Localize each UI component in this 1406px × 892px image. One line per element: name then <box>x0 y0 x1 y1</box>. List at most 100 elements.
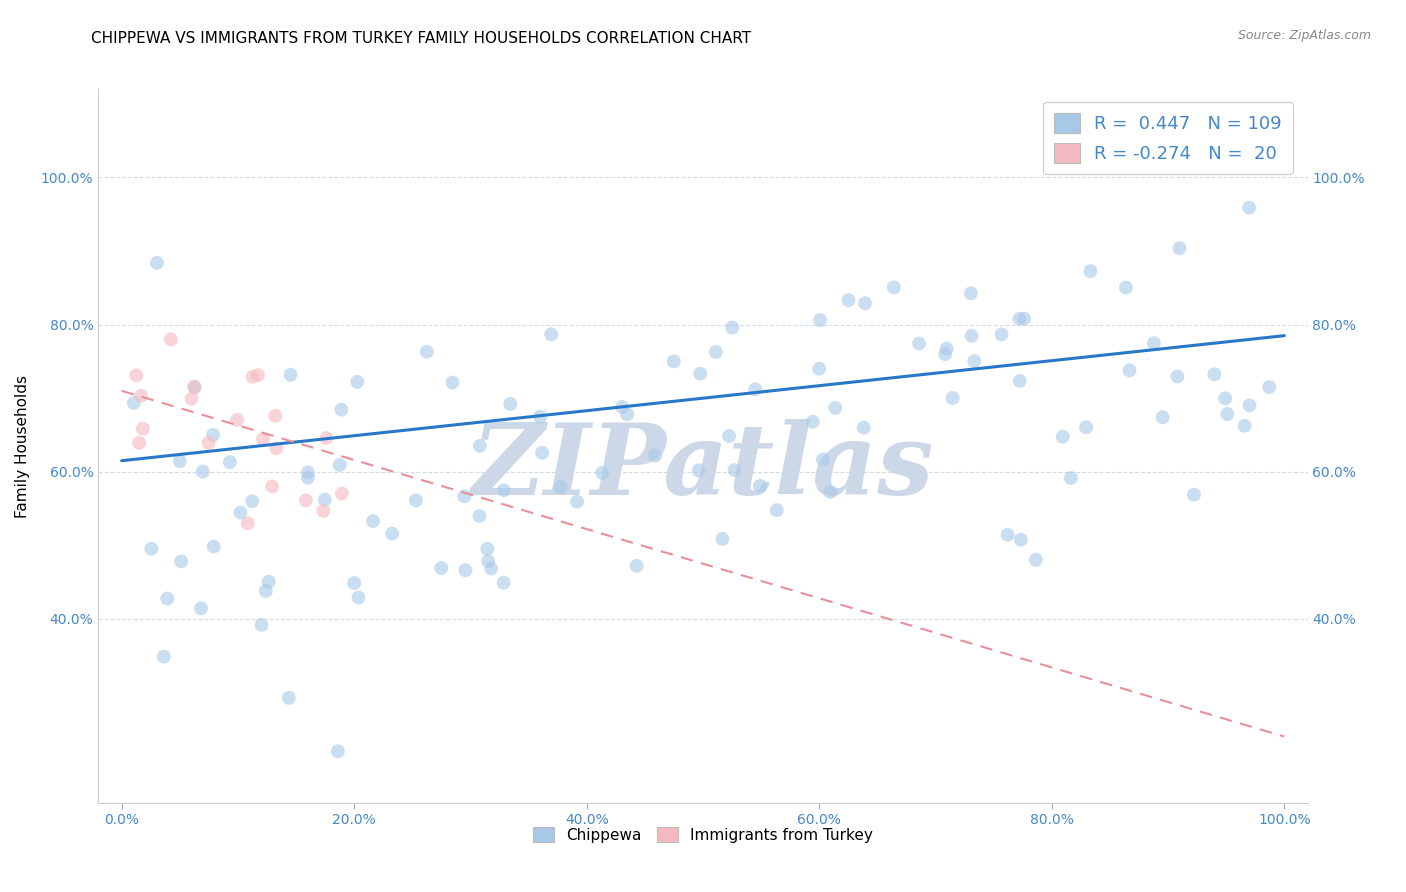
Point <box>492 483 515 498</box>
Point <box>264 409 287 423</box>
Point <box>330 402 353 417</box>
Point <box>662 354 685 368</box>
Point <box>153 649 176 664</box>
Point <box>959 286 981 301</box>
Point <box>125 368 148 383</box>
Point <box>454 563 477 577</box>
Point <box>242 369 264 384</box>
Point <box>346 375 368 389</box>
Point <box>744 383 766 397</box>
Point <box>550 480 572 494</box>
Point <box>529 409 551 424</box>
Point <box>723 463 745 477</box>
Point <box>122 396 145 410</box>
Point <box>908 336 931 351</box>
Point <box>197 435 219 450</box>
Point <box>191 465 214 479</box>
Point <box>1060 471 1083 485</box>
Point <box>277 690 299 705</box>
Point <box>141 541 163 556</box>
Point <box>610 400 633 414</box>
Point <box>226 413 249 427</box>
Point <box>266 441 288 455</box>
Point <box>499 397 522 411</box>
Point <box>329 458 352 472</box>
Point <box>811 452 834 467</box>
Point <box>1076 420 1098 434</box>
Point <box>295 493 318 508</box>
Point <box>540 327 562 342</box>
Point <box>1258 380 1281 394</box>
Point <box>1216 407 1239 421</box>
Point <box>479 561 502 575</box>
Point <box>169 454 191 468</box>
Point <box>477 554 499 568</box>
Point <box>808 361 831 376</box>
Point <box>260 479 283 493</box>
Point <box>1010 533 1032 547</box>
Point <box>1008 374 1031 388</box>
Point <box>883 280 905 294</box>
Point <box>280 368 302 382</box>
Point <box>934 347 956 361</box>
Point <box>250 618 273 632</box>
Point <box>838 293 860 308</box>
Point <box>565 494 588 508</box>
Point <box>236 516 259 531</box>
Point <box>246 368 269 383</box>
Point <box>721 320 744 334</box>
Point <box>160 332 183 346</box>
Point <box>1168 241 1191 255</box>
Point <box>718 429 741 443</box>
Point <box>689 367 711 381</box>
Point <box>616 408 638 422</box>
Point <box>183 379 205 393</box>
Point <box>1025 553 1047 567</box>
Point <box>963 354 986 368</box>
Point <box>492 575 515 590</box>
Point <box>1166 369 1188 384</box>
Point <box>128 435 150 450</box>
Point <box>156 591 179 606</box>
Point <box>808 313 831 327</box>
Point <box>170 554 193 568</box>
Point <box>347 591 370 605</box>
Point <box>202 428 225 442</box>
Text: ZIPatlas: ZIPatlas <box>472 419 934 516</box>
Point <box>326 744 349 758</box>
Point <box>468 439 491 453</box>
Point <box>531 446 554 460</box>
Point <box>1239 398 1261 412</box>
Point <box>1213 392 1236 406</box>
Point <box>1115 280 1137 294</box>
Point <box>824 401 846 415</box>
Point <box>748 479 770 493</box>
Point <box>1052 430 1074 444</box>
Point <box>765 503 787 517</box>
Point <box>312 504 335 518</box>
Point <box>240 494 263 508</box>
Point <box>381 526 404 541</box>
Point <box>801 415 824 429</box>
Point <box>343 576 366 591</box>
Legend: Chippewa, Immigrants from Turkey: Chippewa, Immigrants from Turkey <box>526 821 880 848</box>
Point <box>1118 363 1140 377</box>
Point <box>711 532 734 546</box>
Point <box>416 344 439 359</box>
Point <box>430 561 453 575</box>
Point <box>315 431 337 445</box>
Point <box>853 296 876 310</box>
Point <box>297 471 319 485</box>
Point <box>146 256 169 270</box>
Point <box>477 541 499 556</box>
Point <box>1182 488 1205 502</box>
Point <box>942 391 965 405</box>
Point <box>468 508 491 523</box>
Point <box>361 514 384 528</box>
Point <box>132 422 155 436</box>
Point <box>257 574 280 589</box>
Point <box>297 466 319 480</box>
Point <box>202 540 225 554</box>
Point <box>820 484 842 499</box>
Point <box>990 327 1012 342</box>
